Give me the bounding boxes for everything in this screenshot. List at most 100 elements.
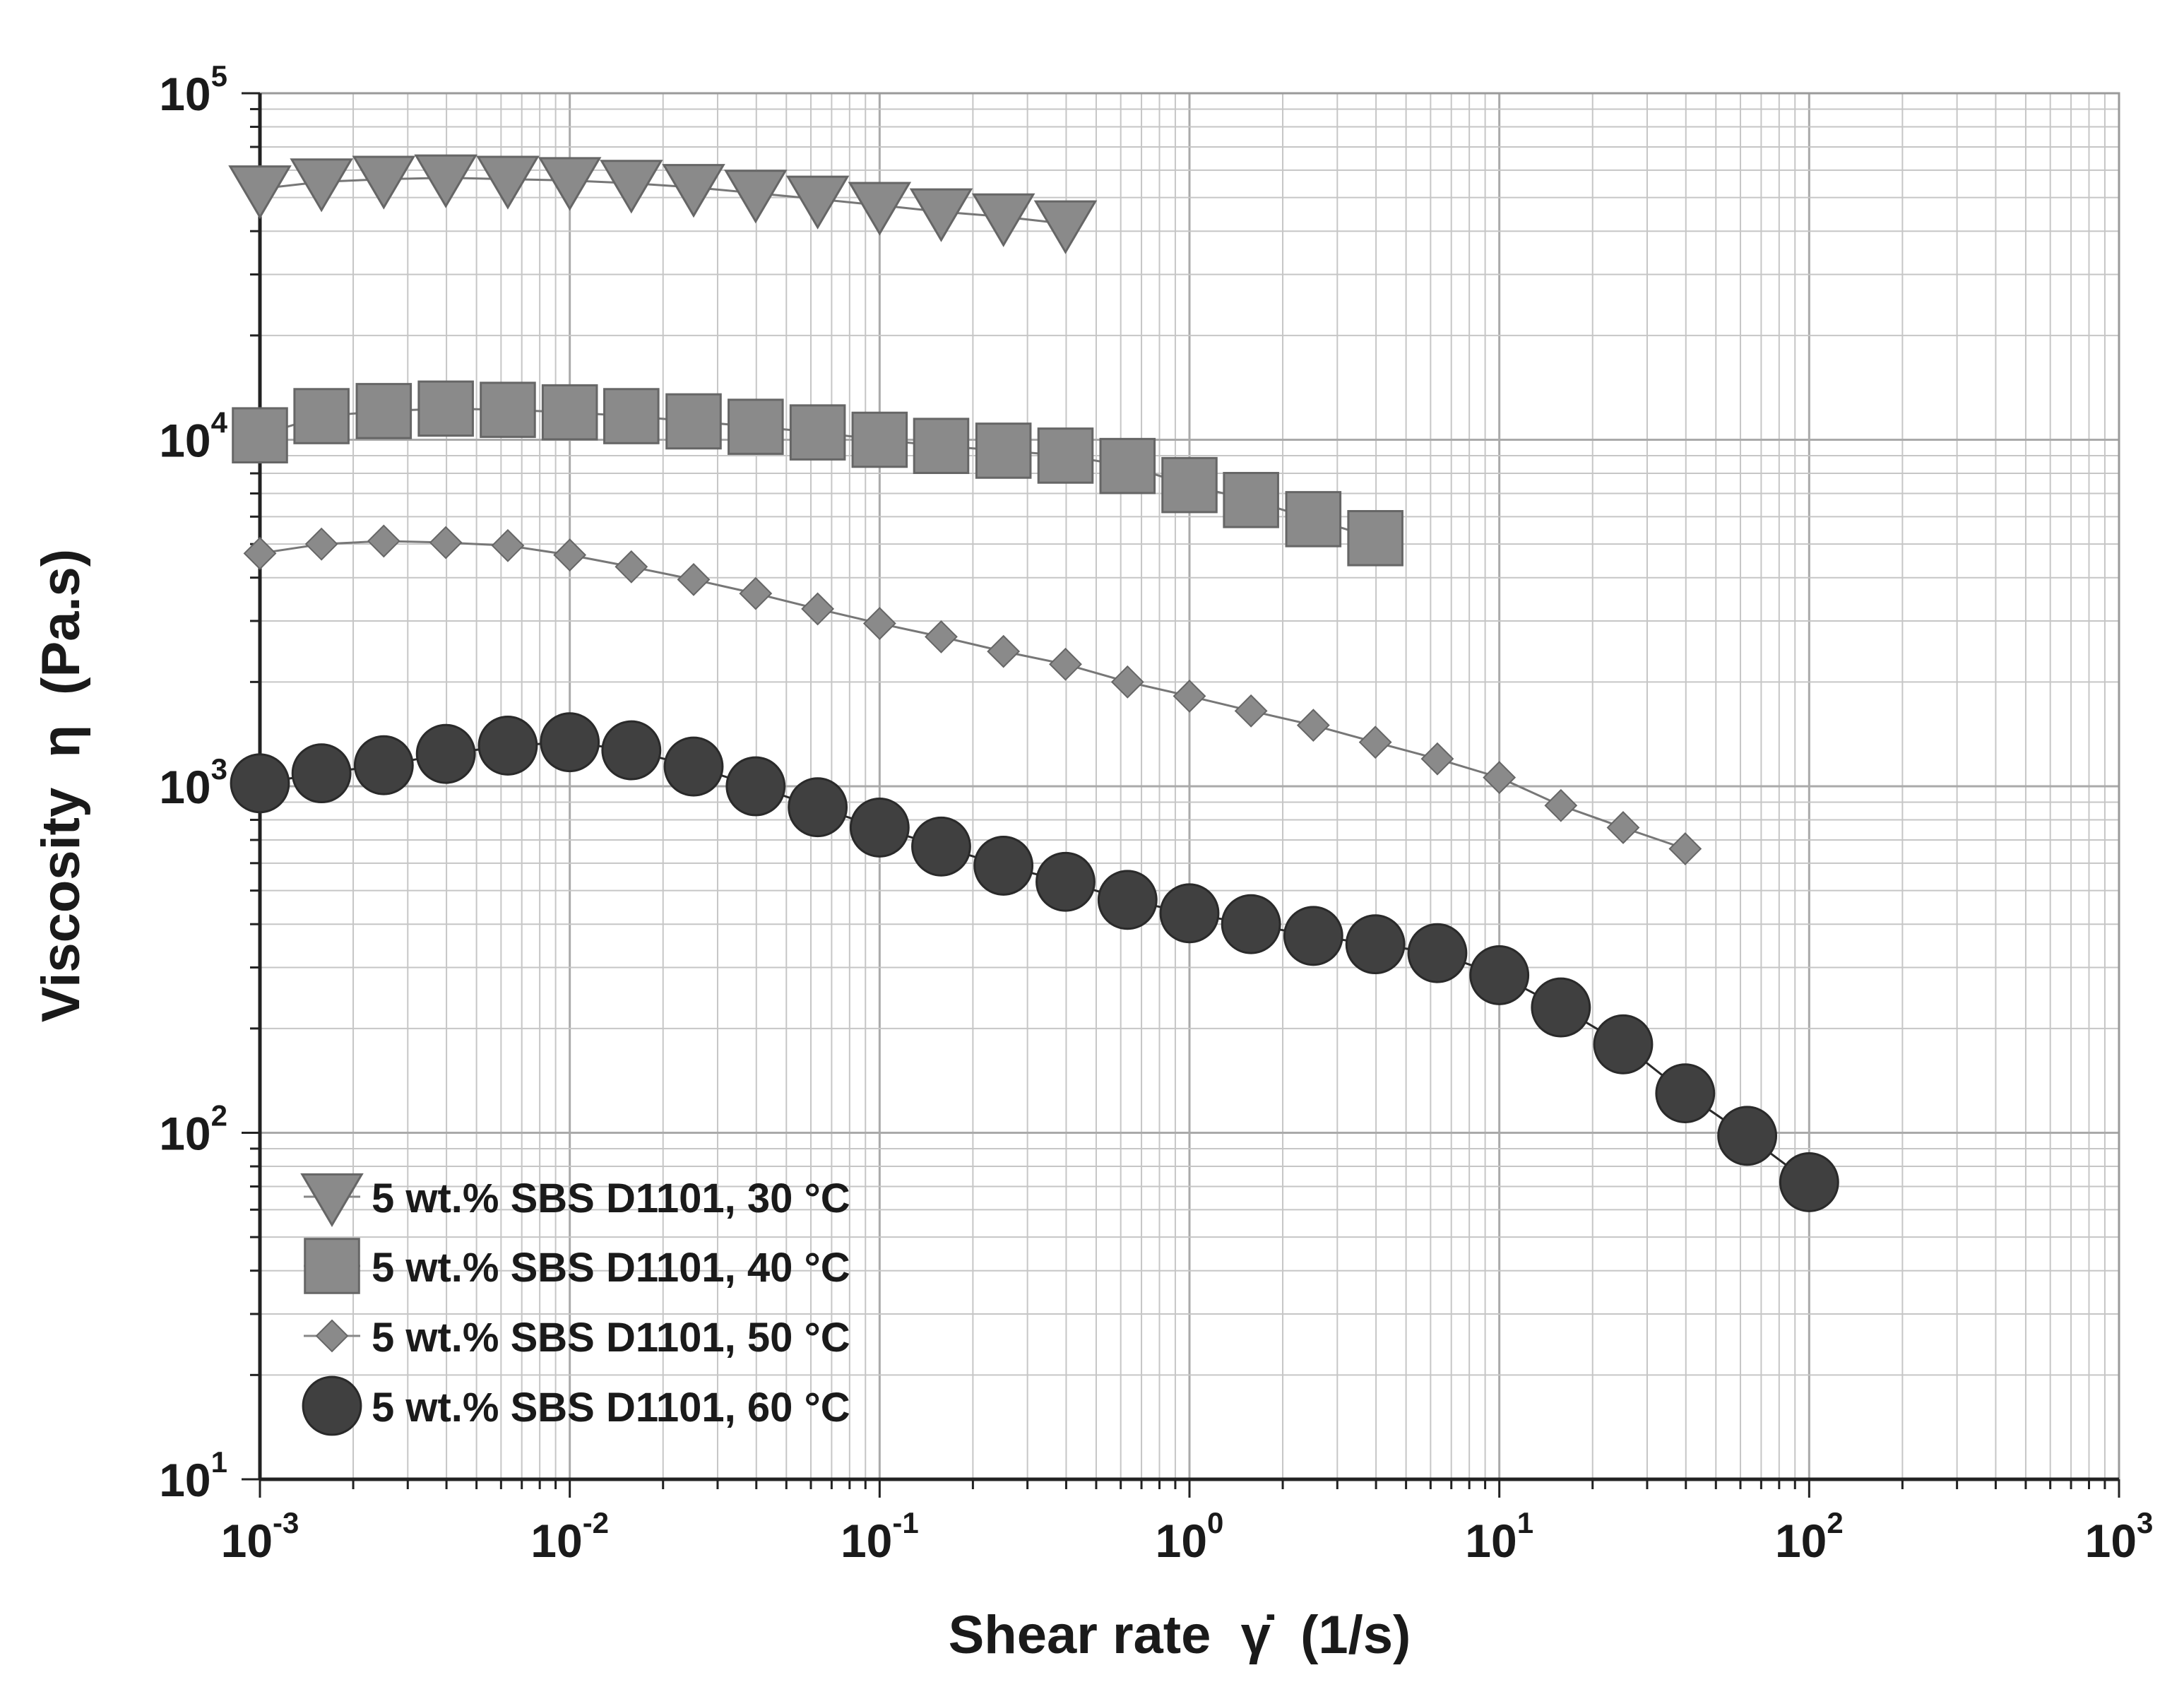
series-4-point	[540, 712, 600, 773]
series-3-point	[1173, 680, 1206, 713]
series-3-point	[1668, 832, 1702, 865]
y-tick-base: 10	[159, 761, 210, 813]
series-3-point	[429, 526, 463, 560]
x-tick-exponent: 2	[1827, 1506, 1843, 1539]
series-2-point	[417, 380, 474, 437]
series-2-point	[913, 418, 970, 474]
legend-marker	[302, 1375, 362, 1436]
series-4-point	[1407, 923, 1468, 983]
x-tick-label: 10-3	[221, 1506, 299, 1567]
x-tick-base: 10	[1465, 1515, 1517, 1567]
x-tick-base: 10	[221, 1515, 273, 1567]
y-tick-label: 105	[159, 59, 227, 120]
series-4-point	[788, 777, 848, 838]
series-4-point	[1097, 870, 1158, 930]
series-4-point	[230, 753, 290, 814]
series-3-point	[1606, 811, 1640, 844]
series-3-point	[1296, 709, 1330, 742]
legend-label: 5 wt.% SBS D1101, 60 °C	[372, 1385, 850, 1431]
y-tick-base: 10	[159, 1454, 210, 1506]
series-4-point	[1469, 945, 1530, 1005]
legend-item-3: 5 wt.% SBS D1101, 50 °C	[304, 1315, 850, 1361]
x-tick-exponent: 1	[1517, 1506, 1533, 1539]
series-1-point	[290, 158, 353, 213]
series-2-point	[1285, 491, 1342, 547]
series-2-point	[232, 407, 288, 463]
series-2-point	[541, 384, 598, 441]
series-4-point	[1593, 1014, 1654, 1075]
y-tick-exponent: 2	[211, 1099, 227, 1132]
series-4	[230, 712, 1839, 1212]
series-1-point	[538, 157, 602, 211]
series-2-point	[603, 388, 660, 444]
series-1-point	[909, 188, 973, 242]
x-tick-base: 10	[2085, 1515, 2137, 1567]
series-2-point	[789, 404, 846, 461]
series-3-point	[1483, 761, 1517, 795]
y-tick-exponent: 3	[211, 752, 227, 786]
series-2-point	[1223, 472, 1279, 528]
series-1-point	[476, 155, 540, 210]
x-tick-base: 10	[530, 1515, 582, 1567]
series-3-point	[367, 524, 400, 558]
series-4-point	[1655, 1063, 1716, 1124]
series-4-point	[1717, 1106, 1778, 1166]
series-2-point	[293, 388, 350, 444]
x-tick-exponent: -2	[583, 1506, 609, 1539]
legend-label: 5 wt.% SBS D1101, 30 °C	[372, 1176, 850, 1221]
series-1-point	[228, 165, 292, 220]
series-4-point	[911, 816, 971, 877]
series-1-point	[414, 154, 477, 208]
y-tick-exponent: 5	[211, 59, 227, 93]
series-3-point	[739, 576, 773, 610]
y-tick-label: 102	[159, 1099, 227, 1160]
series-2-point	[480, 381, 536, 438]
y-tick-exponent: 1	[211, 1445, 227, 1479]
x-tick-label: 101	[1465, 1506, 1533, 1567]
series-3-point	[862, 607, 896, 640]
series-2-point	[728, 398, 784, 455]
series-1-point	[1033, 200, 1098, 254]
x-tick-exponent: 0	[1207, 1506, 1223, 1539]
x-tick-base: 10	[1156, 1515, 1207, 1567]
legend-label: 5 wt.% SBS D1101, 40 °C	[372, 1245, 850, 1291]
series-1	[228, 154, 1098, 254]
series-3-point	[304, 527, 338, 561]
legend: 5 wt.% SBS D1101, 30 °C 5 wt.% SBS D1101,…	[300, 1173, 850, 1436]
series-3-point	[1110, 665, 1144, 699]
series-4-point	[1159, 883, 1220, 944]
series-2-point	[1161, 456, 1218, 514]
series-3-point	[801, 592, 835, 626]
series	[228, 154, 1839, 1212]
x-tick-exponent: 3	[2137, 1506, 2153, 1539]
series-4-point	[353, 735, 414, 795]
series-4-point	[601, 720, 662, 781]
y-tick-base: 10	[159, 1108, 210, 1160]
x-tick-base: 10	[1775, 1515, 1827, 1567]
series-3	[243, 524, 1702, 865]
series-1-point	[600, 160, 663, 214]
series-4-point	[1221, 894, 1281, 954]
legend-marker	[315, 1319, 349, 1353]
y-tick-base: 10	[159, 415, 210, 467]
y-tick-label: 104	[159, 406, 227, 467]
series-1-point	[785, 175, 850, 230]
series-4-point	[849, 798, 910, 858]
legend-item-2: 5 wt.% SBS D1101, 40 °C	[304, 1238, 850, 1294]
series-2-point	[1099, 437, 1156, 495]
y-tick-exponent: 4	[211, 406, 228, 439]
grid	[260, 93, 2119, 1479]
series-3-point	[987, 634, 1021, 668]
x-tick-label: 100	[1156, 1506, 1224, 1567]
series-3-point	[491, 528, 525, 562]
series-4-point	[1283, 906, 1343, 966]
y-axis-title: Viscosity η (Pa.s)	[31, 549, 91, 1022]
legend-label: 5 wt.% SBS D1101, 50 °C	[372, 1315, 850, 1361]
series-1-point	[662, 164, 725, 218]
series-4-point	[291, 743, 352, 804]
series-4-point	[663, 736, 724, 797]
series-3-point	[243, 536, 277, 570]
